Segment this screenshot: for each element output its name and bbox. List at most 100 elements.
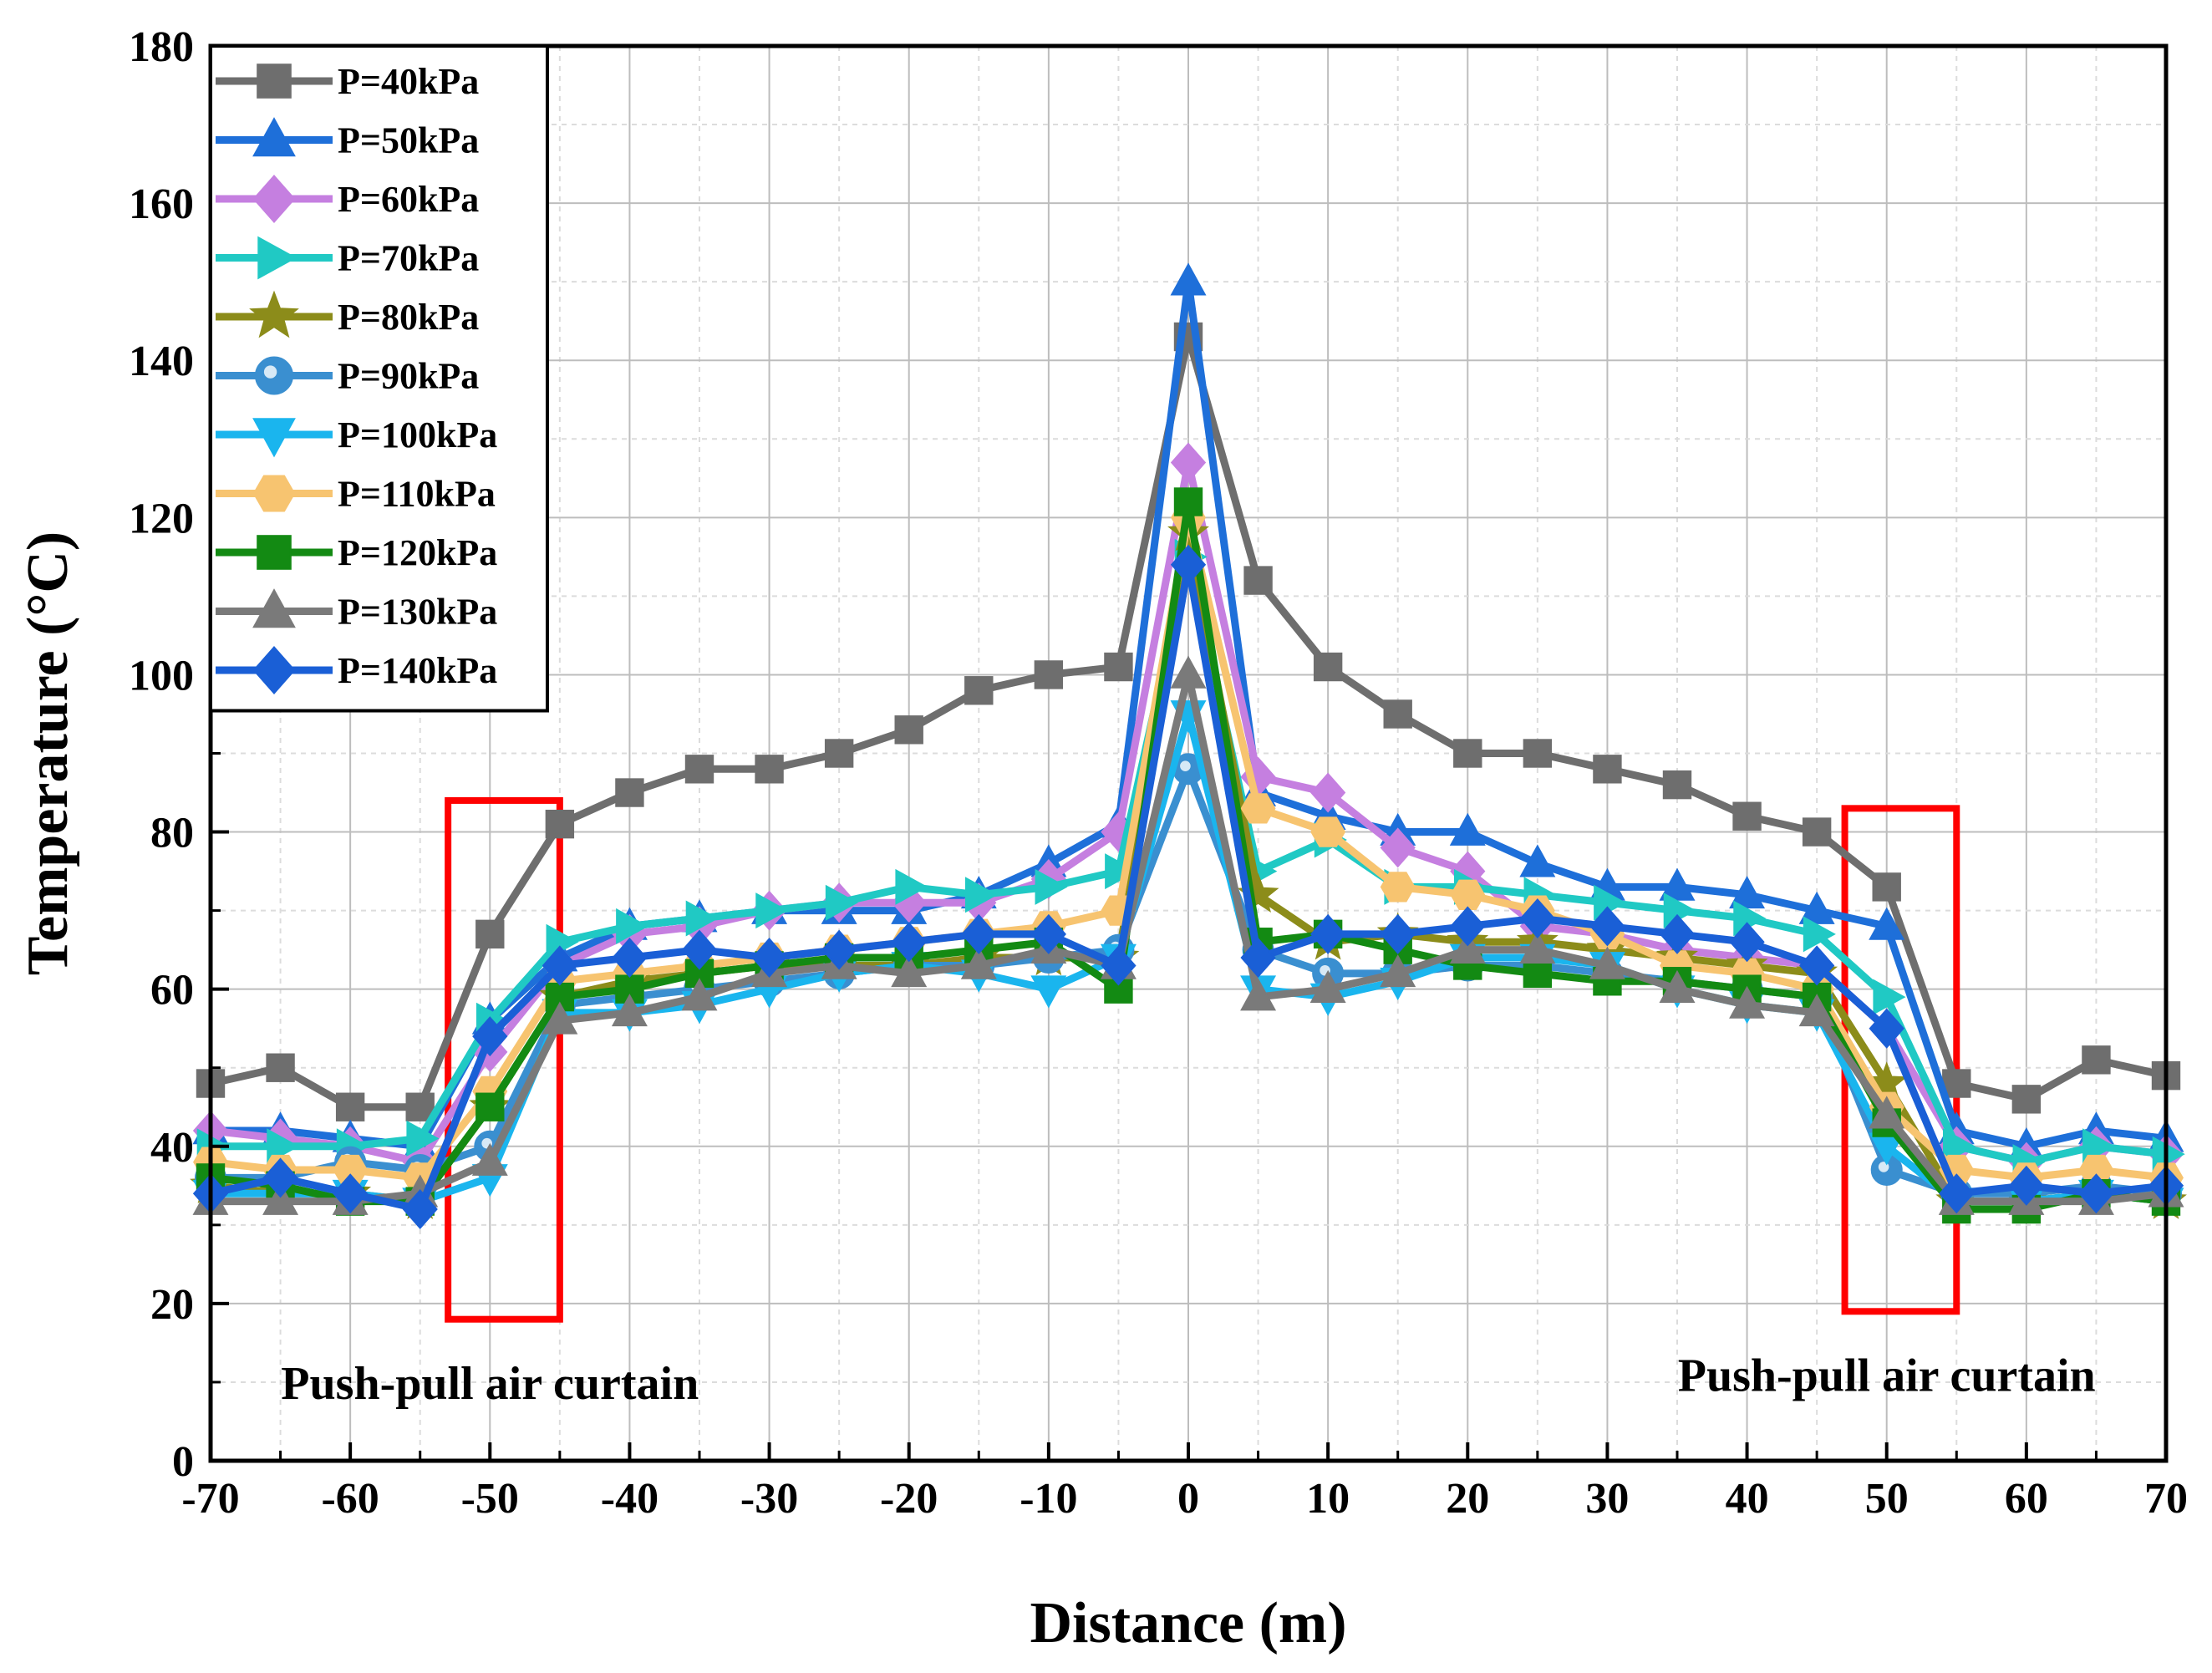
data-point-diamond: [472, 1016, 508, 1057]
data-point-triangle-right: [685, 900, 719, 937]
series-P=40kPa: [196, 322, 2181, 1121]
data-point-square: [964, 676, 994, 705]
x-tick-label: 10: [1306, 1475, 1350, 1523]
legend-item: P=100kPa: [216, 414, 497, 458]
data-point-diamond: [1869, 1008, 1904, 1049]
data-point-triangle-up: [1729, 876, 1766, 909]
data-point-square: [1313, 652, 1343, 682]
data-point-diamond: [1450, 906, 1486, 947]
data-point-square: [1802, 817, 1832, 847]
x-tick-label: -40: [601, 1475, 659, 1523]
data-point-diamond: [1310, 772, 1346, 813]
data-point-triangle-up: [252, 117, 296, 157]
data-point-diamond: [333, 1173, 369, 1214]
data-point-square: [615, 778, 644, 807]
data-point-square: [1593, 755, 1622, 784]
data-point-diamond: [1030, 913, 1066, 954]
data-point-hexagon: [1240, 793, 1276, 824]
data-point-diamond: [1380, 913, 1416, 954]
data-point-triangle-right: [895, 868, 928, 905]
data-point-triangle-up: [1869, 907, 1905, 940]
data-point-triangle-up: [1659, 969, 1696, 1003]
data-point-diamond: [1310, 913, 1346, 954]
data-point-square: [545, 809, 575, 839]
data-point-square: [1942, 1069, 1971, 1098]
data-point-square: [475, 919, 505, 949]
data-point-square: [1104, 652, 1133, 682]
axes: -70 -60 -50 -40 -30 -20 -10 0 10 20 30 40 50 60 70 0 20 4…: [129, 23, 2188, 1523]
data-point-square: [684, 755, 714, 784]
data-point-triangle-up: [1519, 930, 1556, 964]
data-point-triangle-up: [1170, 655, 1207, 689]
data-point-triangle-right: [1803, 916, 1836, 953]
legend-item: P=140kPa: [216, 645, 497, 695]
data-point-triangle-up: [1240, 978, 1277, 1011]
data-point-hexagon: [1310, 816, 1346, 847]
data-point-triangle-right: [267, 1128, 300, 1165]
data-point-square: [257, 535, 292, 570]
data-point-square: [1173, 487, 1203, 516]
data-point-triangle-right: [964, 877, 999, 913]
data-point-triangle-up: [1449, 812, 1486, 846]
x-tick-label: -50: [461, 1475, 519, 1523]
data-point-square: [1732, 801, 1762, 831]
series-P=140kPa: [192, 544, 2184, 1230]
data-point-triangle-right: [257, 236, 297, 280]
data-point-diamond: [891, 922, 927, 963]
x-tick-label: -20: [880, 1475, 938, 1523]
data-point-diamond: [2078, 1173, 2114, 1214]
data-point-square: [1383, 699, 1412, 729]
data-point-diamond: [542, 945, 577, 986]
x-tick-label: 40: [1726, 1475, 1769, 1523]
x-axis-title: Distance (m): [1030, 1591, 1346, 1655]
y-axis-title: Temperature (°C): [16, 531, 80, 976]
x-tick-label: -60: [321, 1475, 379, 1523]
legend-label: P=120kPa: [338, 532, 497, 573]
data-point-square: [266, 1053, 295, 1082]
legend-item: P=50kPa: [216, 117, 479, 161]
data-point-square: [1453, 739, 1482, 768]
data-point-square: [1523, 739, 1553, 768]
data-point-triangle-up: [542, 1001, 578, 1035]
data-point-hexagon: [1380, 872, 1416, 903]
data-point-square: [2082, 1045, 2111, 1075]
x-tick-label: 50: [1865, 1475, 1909, 1523]
legend-item: P=130kPa: [216, 588, 497, 633]
data-point-diamond: [2008, 1165, 2044, 1206]
data-point-diamond: [1939, 1173, 1975, 1214]
data-point-diamond: [1519, 898, 1555, 939]
legend-label: P=110kPa: [338, 474, 496, 515]
y-tick-label: 60: [150, 967, 194, 1014]
data-point-square: [894, 715, 923, 745]
data-point-diamond: [1729, 922, 1765, 963]
data-point-triangle-down: [252, 418, 296, 458]
data-point-hexagon: [1450, 879, 1486, 910]
data-point-triangle-up: [1659, 867, 1696, 901]
data-point-star: [249, 290, 299, 338]
legend-label: P=60kPa: [338, 179, 479, 220]
data-point-square: [257, 64, 292, 99]
data-point-triangle-right: [1035, 868, 1068, 905]
data-point-triangle-right: [616, 908, 649, 944]
data-point-diamond: [1799, 945, 1835, 986]
y-tick-label: 160: [129, 181, 194, 228]
data-point-square: [475, 1092, 505, 1121]
series-group: [190, 262, 2187, 1230]
annotations: Push-pull air curtain Push-pull air curta…: [281, 1350, 2095, 1410]
y-tick-label: 40: [150, 1124, 194, 1172]
x-tick-label: -30: [740, 1475, 798, 1523]
legend-label: P=130kPa: [338, 592, 497, 633]
data-point-triangle-up: [611, 994, 648, 1027]
x-tick-label: 70: [2144, 1475, 2188, 1523]
data-point-triangle-up: [960, 946, 997, 979]
legend-label: P=90kPa: [338, 356, 479, 397]
data-point-diamond: [1101, 945, 1137, 986]
highlight-box: [445, 796, 563, 1323]
data-point-square: [755, 755, 784, 784]
data-point-diamond: [821, 929, 857, 970]
data-point-triangle-up: [252, 588, 296, 628]
legend-label: P=70kPa: [338, 238, 479, 279]
data-point-triangle-up: [1309, 969, 1346, 1003]
y-tick-label: 180: [129, 23, 194, 71]
data-point-triangle-right: [2152, 1136, 2185, 1172]
